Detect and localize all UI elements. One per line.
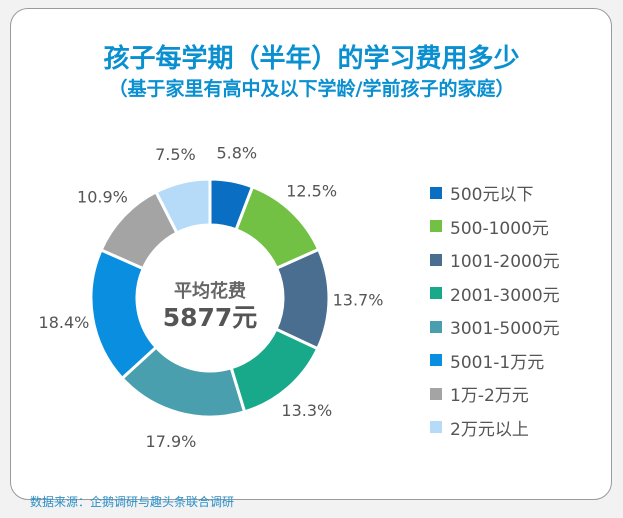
legend-swatch [430,421,442,434]
legend-label: 500元以下 [450,185,534,206]
legend-item: 2万元以上 [430,411,560,445]
legend: 500元以下 500-1000元 1001-2000元 2001-3000元 3001-… [430,176,560,444]
legend-label: 5001-1万元 [450,352,545,373]
legend-item: 5001-1万元 [430,344,560,378]
legend-item: 1001-2000元 [430,243,560,277]
center-label: 平均花费 [174,280,246,302]
legend-label: 500-1000元 [450,218,549,239]
data-label: 17.9% [146,432,197,451]
legend-swatch [430,354,442,367]
legend-label: 1万-2万元 [450,386,529,407]
legend-swatch [430,220,442,233]
center-value: 5877元 [163,303,258,332]
legend-swatch [430,320,442,333]
legend-swatch [430,287,442,300]
legend-label: 2万元以上 [450,419,529,440]
legend-label: 1001-2000元 [450,252,560,273]
legend-swatch [430,387,442,400]
data-label: 13.3% [281,401,332,420]
donut-slice [274,247,331,351]
data-label: 12.5% [286,181,337,200]
donut-slice [208,177,255,232]
chart-subtitle: （基于家里有高中及以下学龄/学前孩子的家庭） [108,78,515,100]
source-note: 数据来源：企鹅调研与趣头条联合调研 [30,495,235,509]
donut-slice [229,327,320,414]
donut-slice [120,345,247,419]
legend-item: 2001-3000元 [430,277,560,311]
data-label: 18.4% [39,313,90,332]
donut-slice [99,189,179,271]
legend-label: 3001-5000元 [450,319,560,340]
data-label: 10.9% [77,187,128,206]
donut-slice [89,248,159,381]
legend-item: 1万-2万元 [430,377,560,411]
data-label: 7.5% [155,145,196,164]
chart-title: 孩子每学期（半年）的学习费用多少 [103,44,520,74]
legend-item: 500-1000元 [430,210,560,244]
legend-item: 500元以下 [430,176,560,210]
legend-swatch [430,186,442,199]
donut-slice [234,184,321,271]
legend-label: 2001-3000元 [450,285,560,306]
data-label: 5.8% [216,143,257,162]
legend-item: 3001-5000元 [430,310,560,344]
legend-swatch [430,253,442,266]
data-label: 13.7% [333,290,384,309]
